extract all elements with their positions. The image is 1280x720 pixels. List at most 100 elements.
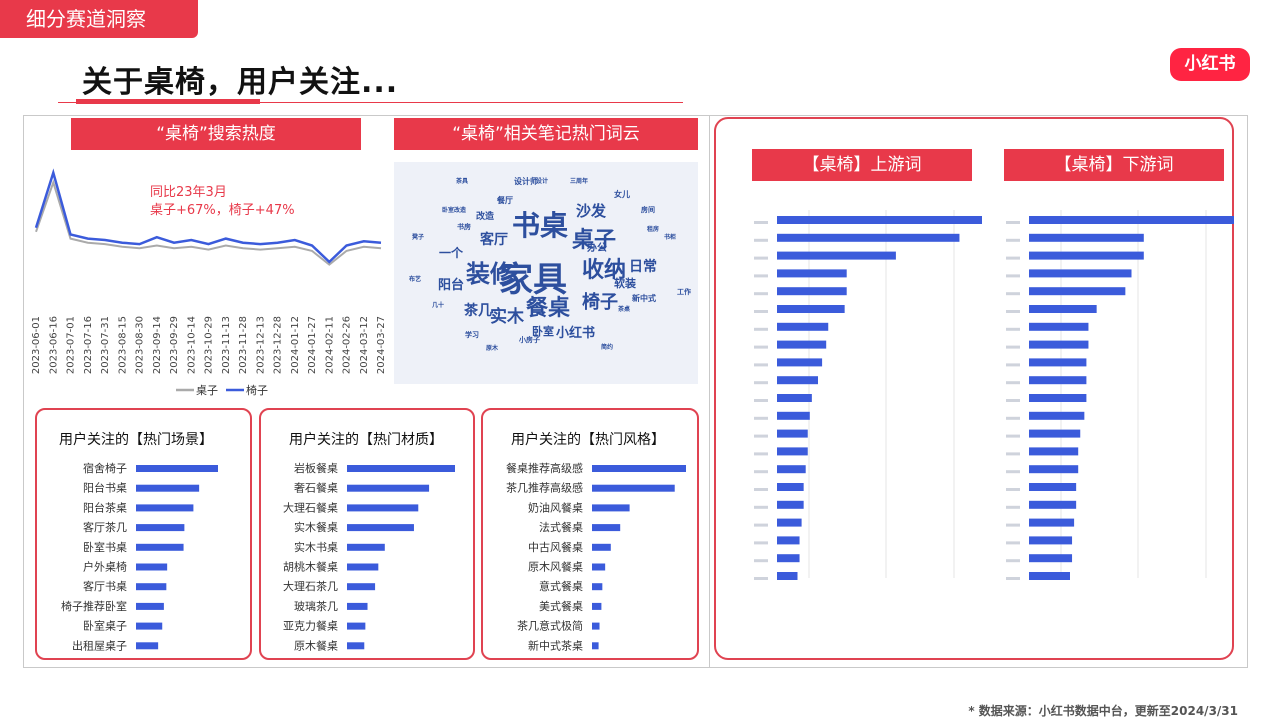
wordcloud-word: 阳台 — [438, 278, 465, 293]
bar-label: 卧室桌子 — [83, 619, 127, 633]
wordcloud-word: 桌子 — [572, 228, 617, 253]
x-tick-label: 2023-07-31 — [100, 316, 111, 374]
bar — [777, 376, 818, 385]
bar-label — [754, 345, 768, 349]
content-frame — [23, 115, 1248, 668]
panel-materials-title: 用户关注的【热门材质】 — [289, 432, 443, 448]
bar — [136, 642, 159, 650]
wordcloud-word: 原木 — [486, 345, 499, 352]
wordcloud-word: 实木 — [490, 307, 524, 327]
bar — [347, 524, 414, 532]
bar-label — [1006, 381, 1020, 385]
bar — [777, 518, 802, 527]
bar — [1029, 305, 1097, 313]
annotation-line-2: 桌子+67%，椅子+47% — [150, 203, 295, 218]
bar-label — [754, 381, 768, 385]
wordcloud-word: 书桌 — [512, 209, 569, 242]
bar — [347, 602, 368, 610]
bar — [1029, 287, 1126, 296]
upstream-bar-chart — [754, 210, 982, 580]
x-tick-label: 2023-11-28 — [238, 316, 249, 374]
x-tick-label: 2023-08-15 — [117, 316, 128, 374]
wordcloud-word: 一个 — [439, 246, 464, 260]
bar-label — [1006, 221, 1020, 224]
bar-label: 茶几推荐高级感 — [506, 481, 583, 495]
bar-label: 亚克力餐桌 — [283, 619, 338, 633]
bar — [592, 465, 686, 472]
search-heat-line-chart: 2023-06-01 2023-06-16 2023-07-01 2023-07-16… — [31, 168, 387, 397]
bar-label — [754, 434, 768, 438]
bar — [136, 504, 194, 512]
x-tick-label: 2024-02-26 — [342, 316, 353, 374]
x-tick-label: 2023-06-01 — [31, 316, 42, 374]
wordcloud-word: 茶具 — [456, 178, 469, 185]
bar-label: 出租屋桌子 — [72, 638, 127, 652]
annotation-line-1: 同比23年3月 — [150, 185, 227, 200]
bar-label — [1006, 256, 1020, 260]
bar — [136, 583, 167, 591]
bar — [347, 583, 376, 591]
bar — [1029, 518, 1075, 527]
x-tick-label: 2023-08-30 — [135, 316, 146, 374]
x-tick-label: 2023-11-13 — [221, 316, 232, 374]
wordcloud-word: 设计 — [536, 178, 549, 185]
x-tick-label: 2024-03-27 — [376, 316, 387, 374]
bar — [777, 411, 810, 420]
x-tick-label: 2023-07-16 — [83, 316, 94, 374]
bar — [592, 563, 606, 571]
bar-label — [754, 274, 768, 278]
bar — [1029, 394, 1087, 402]
bar-label: 中古风餐桌 — [528, 540, 583, 554]
bar — [136, 563, 168, 571]
bar-label — [754, 310, 768, 313]
bar-label — [754, 488, 768, 491]
bar-label — [1006, 523, 1020, 527]
bar — [777, 465, 806, 474]
wordcloud-word: 改造 — [476, 212, 495, 222]
bar — [777, 305, 845, 313]
bar-label — [754, 470, 768, 474]
bar — [592, 524, 621, 532]
bar — [777, 554, 800, 563]
bar — [777, 536, 800, 545]
x-tick-label: 2023-10-29 — [204, 316, 215, 374]
bar-label — [1006, 310, 1020, 313]
bar-label: 茶几意式极简 — [517, 619, 583, 633]
bar-label — [754, 363, 768, 367]
bar-label — [754, 416, 768, 420]
bar — [347, 622, 366, 630]
bar-label — [754, 559, 768, 563]
bar — [777, 483, 804, 491]
bar — [347, 484, 430, 492]
bar-label — [1006, 345, 1020, 349]
bar — [1029, 429, 1081, 438]
search-heat-label: “桌椅”搜索热度 — [71, 118, 361, 150]
bar — [777, 429, 808, 438]
bar-label — [754, 399, 768, 402]
panel-styles: 用户关注的【热门风格】 餐桌推荐高级感 茶几推荐高级感 奶油风餐桌 法式餐桌 中古风餐桌… — [481, 408, 699, 660]
bar — [777, 358, 823, 367]
bar — [1029, 465, 1079, 474]
bar-label: 大理石餐桌 — [283, 500, 338, 514]
bar — [347, 543, 385, 551]
wordcloud-word: 学习 — [465, 331, 479, 339]
bar — [1029, 233, 1144, 242]
bar-label: 玻璃茶几 — [294, 599, 338, 613]
bar-label: 阳台茶桌 — [83, 500, 127, 514]
bar — [592, 642, 599, 650]
bar-label — [1006, 274, 1020, 278]
bar-label: 宿舍椅子 — [83, 461, 127, 475]
bar-label: 户外桌椅 — [83, 560, 127, 574]
bar — [136, 622, 163, 630]
section-tag: 细分赛道洞察 — [0, 0, 198, 38]
bar-label — [1006, 452, 1020, 456]
bar-label — [1006, 238, 1020, 242]
panel-up-downstream — [714, 117, 1234, 660]
wordcloud-word: 三周年 — [570, 178, 589, 185]
wordcloud-word: 客厅 — [480, 232, 508, 248]
bar — [777, 447, 808, 456]
bar-label — [754, 238, 768, 242]
bar-label: 意式餐桌 — [539, 579, 583, 593]
bar-label — [754, 221, 768, 224]
wordcloud-word: 小红书 — [556, 326, 596, 341]
